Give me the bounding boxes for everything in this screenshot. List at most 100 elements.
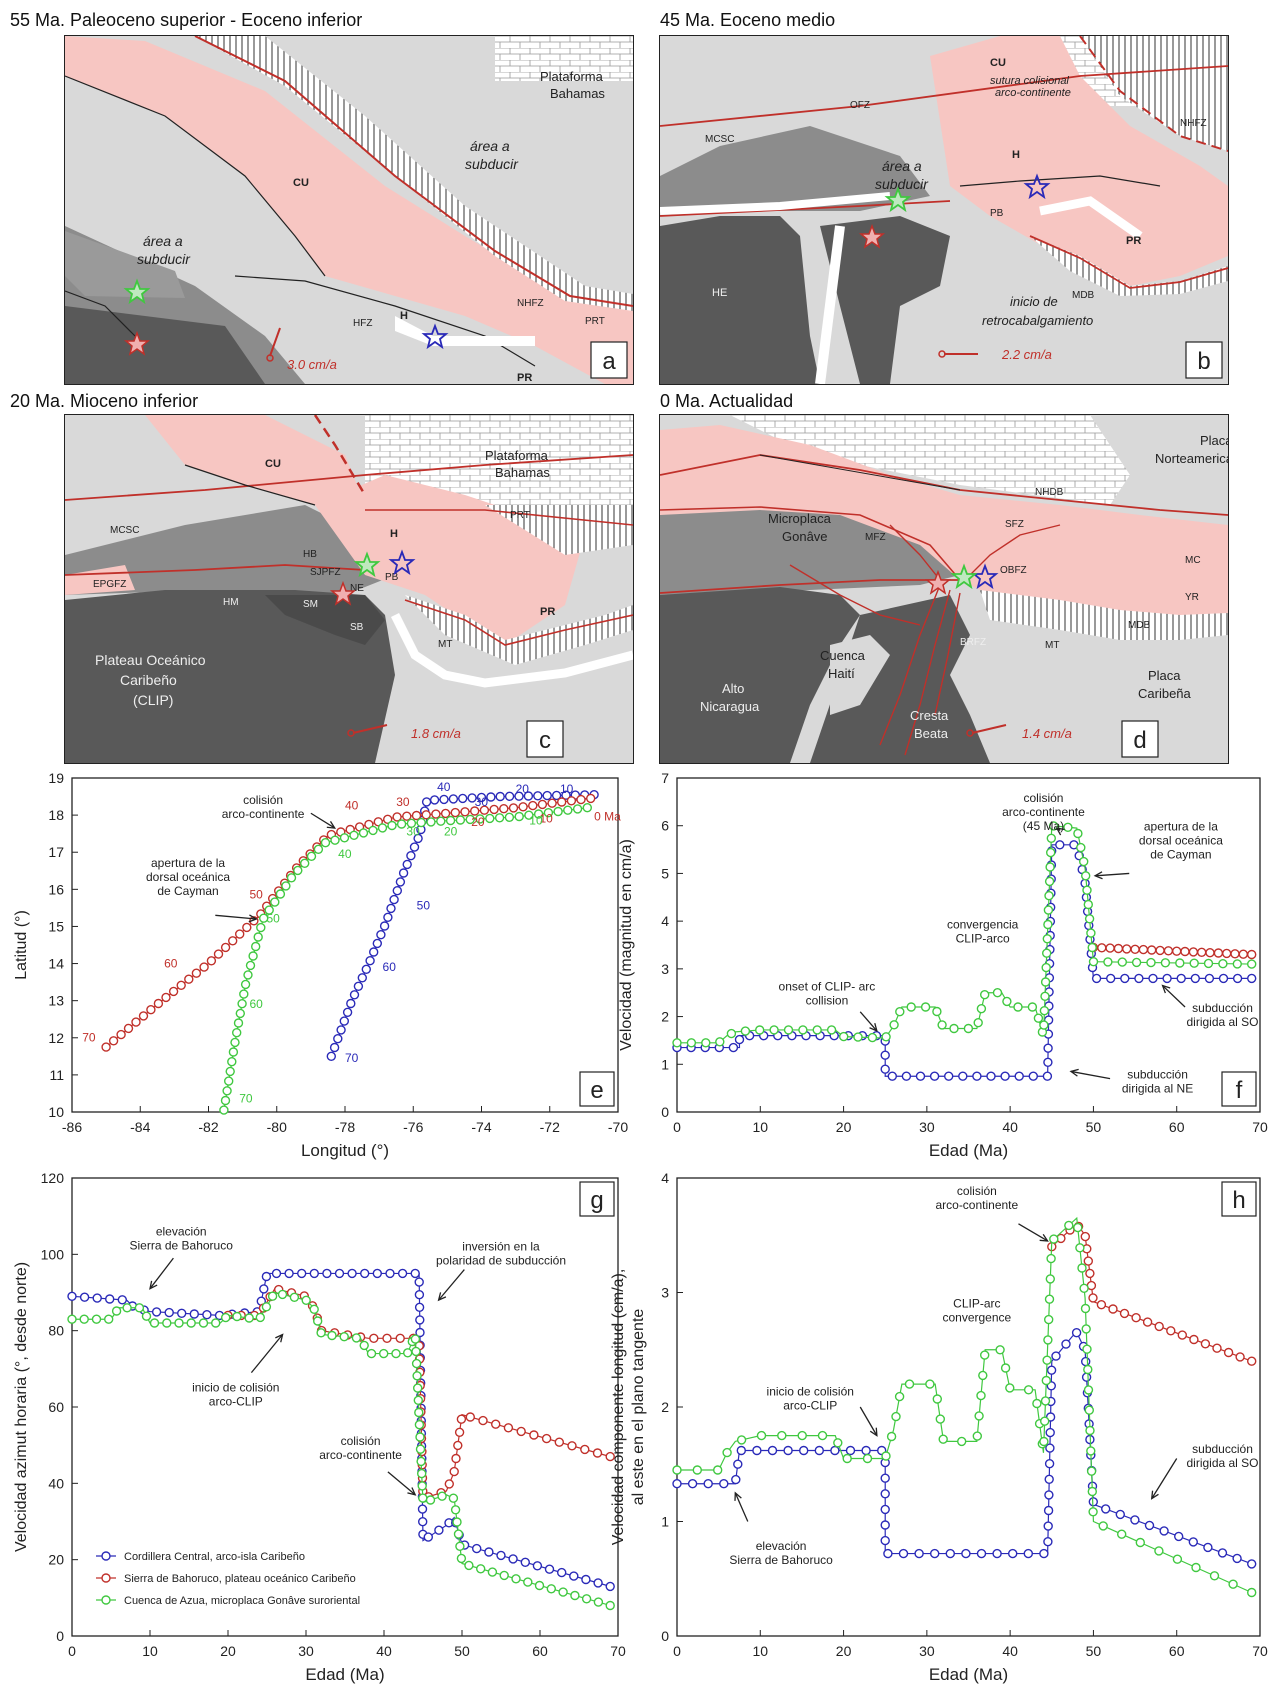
data-point bbox=[1002, 996, 1012, 1007]
annotation-arrow bbox=[1151, 1458, 1178, 1499]
data-point bbox=[553, 806, 563, 817]
age-label: 60 bbox=[164, 956, 178, 970]
annotation-arrow bbox=[149, 1257, 174, 1290]
annotation-line: subducción bbox=[1192, 1442, 1253, 1456]
map-a-label: HFZ bbox=[353, 318, 372, 329]
data-point bbox=[728, 1042, 739, 1053]
data-point bbox=[256, 922, 266, 933]
data-point bbox=[450, 807, 460, 818]
data-point bbox=[450, 1505, 461, 1515]
data-point bbox=[887, 1071, 897, 1081]
map-d-label: Microplaca bbox=[768, 511, 832, 526]
data-point bbox=[454, 1427, 465, 1437]
data-point bbox=[223, 1076, 234, 1086]
annotation-arrow bbox=[859, 1011, 878, 1032]
data-point bbox=[1083, 1256, 1093, 1266]
map-c-label: Plataforma bbox=[485, 448, 549, 463]
data-point bbox=[479, 805, 490, 815]
data-point bbox=[414, 1407, 424, 1418]
map-c-label: H bbox=[390, 528, 398, 540]
chart-g: 0 10 20 30 40 50 60 70 0 20 40 60 80 100 120 Edad (Ma) V… bbox=[0, 1170, 640, 1694]
data-point bbox=[576, 794, 586, 805]
age-label: 50 bbox=[249, 888, 263, 902]
data-point bbox=[1043, 1505, 1054, 1516]
x-tick-label: 20 bbox=[836, 1643, 852, 1659]
data-point bbox=[1088, 1507, 1098, 1517]
legend-marker bbox=[101, 1595, 111, 1605]
data-point bbox=[1247, 1559, 1257, 1569]
data-point bbox=[783, 1025, 794, 1035]
data-point bbox=[672, 1465, 682, 1475]
map-d-label: BRFZ bbox=[960, 637, 986, 648]
data-point bbox=[1117, 957, 1127, 967]
data-point bbox=[914, 1548, 924, 1559]
data-point bbox=[425, 1495, 436, 1505]
data-point bbox=[1200, 1339, 1211, 1349]
data-point bbox=[366, 1348, 377, 1359]
data-point bbox=[1115, 1509, 1125, 1520]
data-point bbox=[414, 1302, 425, 1313]
data-point bbox=[415, 1327, 425, 1338]
data-point bbox=[567, 1441, 577, 1451]
annotation-arrow bbox=[1095, 872, 1130, 877]
annotation: colisión arco-continente bbox=[935, 1184, 1018, 1212]
data-point bbox=[357, 973, 367, 983]
map-c-label: MT bbox=[438, 639, 452, 650]
annotation: convergencia CLIP-arco bbox=[947, 917, 1019, 945]
data-point bbox=[1042, 948, 1052, 958]
data-point bbox=[1084, 914, 1095, 924]
data-point bbox=[486, 792, 496, 802]
map-a-label: subducir bbox=[137, 251, 191, 267]
data-point bbox=[734, 1034, 745, 1045]
data-point bbox=[416, 1456, 426, 1467]
data-point bbox=[413, 1383, 423, 1393]
data-point bbox=[880, 1489, 890, 1499]
annotation: subducción dirigida al SO bbox=[1186, 1001, 1258, 1029]
data-point bbox=[605, 1451, 615, 1462]
data-point bbox=[1247, 1587, 1257, 1598]
data-point bbox=[286, 873, 297, 883]
data-point bbox=[237, 998, 247, 1009]
data-point bbox=[122, 1303, 132, 1313]
data-point bbox=[1044, 1459, 1055, 1469]
data-point bbox=[414, 1289, 425, 1300]
data-point bbox=[957, 1436, 967, 1447]
data-point bbox=[1043, 1335, 1053, 1345]
data-point bbox=[372, 938, 382, 949]
data-point bbox=[330, 835, 340, 845]
data-point bbox=[1023, 1385, 1034, 1395]
series-0 bbox=[326, 790, 599, 1061]
data-point bbox=[347, 1268, 357, 1279]
data-point bbox=[1033, 1013, 1044, 1023]
data-point bbox=[297, 1268, 307, 1279]
data-point bbox=[1212, 1343, 1222, 1353]
data-point bbox=[451, 1453, 461, 1464]
data-point bbox=[220, 1095, 231, 1106]
x-tick-label: -70 bbox=[608, 1119, 628, 1135]
map-c-label: SM bbox=[303, 599, 318, 610]
data-point bbox=[986, 1071, 996, 1081]
map-d-label: Cresta bbox=[910, 708, 949, 723]
data-point bbox=[1071, 1327, 1082, 1338]
data-point bbox=[300, 858, 310, 869]
data-point bbox=[593, 1597, 604, 1607]
data-point bbox=[491, 1419, 501, 1429]
panel-letter-box bbox=[1221, 1181, 1257, 1217]
data-point bbox=[1075, 1243, 1085, 1253]
age-label: 60 bbox=[249, 997, 263, 1011]
data-point bbox=[1073, 1222, 1083, 1233]
data-point bbox=[261, 1271, 272, 1282]
data-point bbox=[141, 1311, 152, 1321]
map-b-label: HE bbox=[712, 287, 727, 299]
data-point bbox=[563, 805, 573, 815]
data-point bbox=[1103, 957, 1113, 967]
panel-letter-box bbox=[579, 1181, 615, 1217]
data-point bbox=[972, 1071, 982, 1081]
data-point bbox=[1175, 958, 1185, 968]
data-point bbox=[511, 1574, 521, 1584]
data-point bbox=[1088, 1293, 1098, 1303]
data-point bbox=[1049, 1234, 1059, 1244]
age-label: 70 bbox=[345, 1051, 359, 1065]
y-tick-label: 5 bbox=[661, 865, 669, 881]
data-point bbox=[455, 815, 466, 825]
